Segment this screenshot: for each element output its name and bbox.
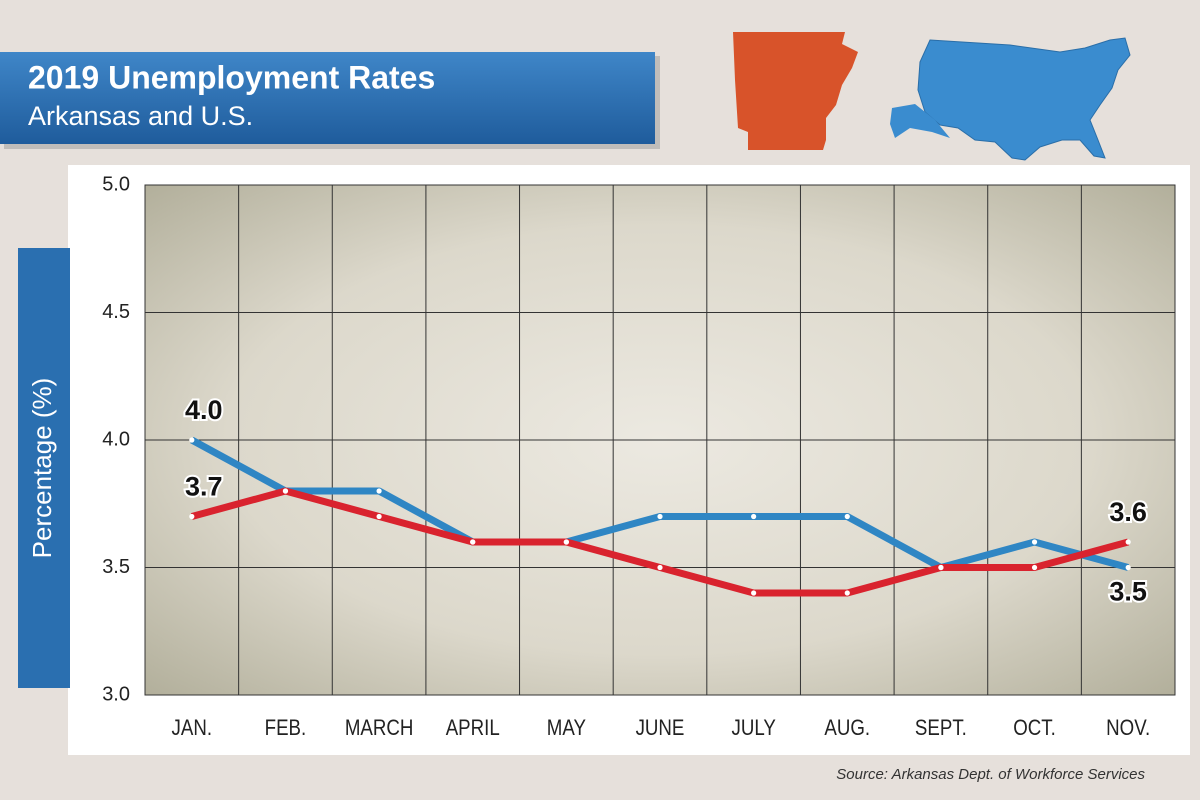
point xyxy=(657,513,663,520)
y-tick-label: 3.5 xyxy=(102,556,130,578)
x-tick-label: SEPT. xyxy=(915,716,967,740)
x-tick-label: JUNE xyxy=(636,716,685,740)
data-label: 4.0 xyxy=(185,395,223,425)
x-tick-label: APRIL xyxy=(446,716,500,740)
x-tick-label: OCT. xyxy=(1013,716,1056,740)
point xyxy=(282,488,289,494)
data-label: 3.6 xyxy=(1109,497,1147,527)
point xyxy=(189,437,195,443)
point xyxy=(470,539,476,545)
x-tick-label: AUG. xyxy=(824,716,870,740)
point xyxy=(751,590,757,596)
x-tick-label: FEB. xyxy=(265,716,307,740)
point xyxy=(1125,539,1131,545)
point xyxy=(376,488,382,494)
x-tick-label: JAN. xyxy=(172,716,213,740)
alaska-map xyxy=(890,104,950,138)
y-label-bar xyxy=(18,248,70,688)
x-tick-label: NOV. xyxy=(1106,716,1150,740)
point xyxy=(1031,539,1038,545)
y-axis-label: Percentage (%) xyxy=(27,378,57,559)
point xyxy=(751,513,757,520)
x-tick-label: JULY xyxy=(731,716,776,740)
point xyxy=(563,539,569,545)
x-tick-label: MARCH xyxy=(345,716,414,740)
point xyxy=(657,564,663,571)
title-banner xyxy=(0,52,655,144)
data-label: 3.7 xyxy=(185,472,223,502)
point xyxy=(938,564,944,571)
point xyxy=(844,590,850,596)
x-tick-label: MAY xyxy=(547,716,586,740)
point xyxy=(844,513,850,520)
point xyxy=(1031,564,1038,571)
data-label: 3.5 xyxy=(1109,577,1147,607)
y-tick-label: 3.0 xyxy=(102,683,130,705)
y-tick-label: 5.0 xyxy=(102,173,130,195)
point xyxy=(376,513,382,520)
point xyxy=(189,513,195,520)
arkansas-map xyxy=(733,32,858,150)
us-map xyxy=(917,37,1131,161)
chart-subtitle: Arkansas and U.S. xyxy=(28,101,253,131)
y-tick-label: 4.5 xyxy=(102,301,130,323)
source-note: Source: Arkansas Dept. of Workforce Serv… xyxy=(836,766,1145,783)
chart-title: 2019 Unemployment Rates xyxy=(28,59,435,95)
point xyxy=(1125,564,1131,571)
y-tick-label: 4.0 xyxy=(102,428,130,450)
